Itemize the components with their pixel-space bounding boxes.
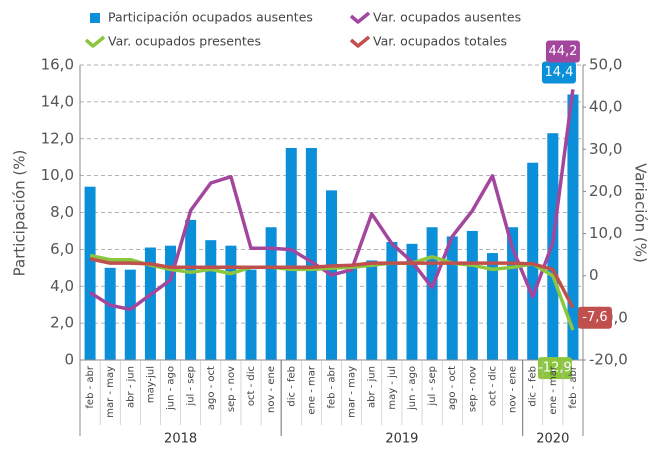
x-tick-label: jun - ago	[407, 366, 418, 411]
value-label: 44,2	[548, 44, 577, 59]
group-label: 2019	[385, 432, 418, 447]
y-tick-label: 10,0	[41, 166, 74, 184]
x-tick-label: sep - nov	[226, 366, 237, 412]
x-tick-label: jul - sep	[427, 366, 438, 407]
x-tick-label: nov - ene	[266, 366, 277, 413]
value-label-box	[541, 61, 576, 84]
line-series	[89, 257, 575, 309]
y-tick-label: 4,0	[50, 277, 74, 295]
y2-tick-label: 0	[589, 266, 599, 284]
bar	[366, 260, 378, 360]
x-tick-label: sep - nov	[467, 366, 478, 412]
bar	[466, 230, 478, 360]
legend-label: Participación ocupados ausentes	[108, 10, 313, 25]
bar	[245, 269, 257, 360]
y2-tick-label: 50,0	[589, 56, 622, 74]
value-label: -7,6	[582, 310, 607, 325]
x-tick-label: dic - feb	[286, 366, 297, 407]
x-tick-label: mar - may	[105, 366, 116, 418]
bar	[346, 267, 358, 360]
x-tick-label: abr - jun	[367, 366, 378, 408]
group-label: 2018	[164, 432, 197, 447]
x-tick-label: ago - oct	[447, 366, 458, 410]
y-tick-label: 2,0	[50, 314, 74, 332]
bar	[144, 247, 156, 360]
bar	[205, 240, 217, 360]
bar	[265, 227, 277, 360]
y2-tick-label: 40,0	[589, 98, 622, 116]
value-label: -12,9	[538, 361, 572, 376]
legend-label: Var. ocupados presentes	[108, 34, 261, 49]
bar	[225, 245, 237, 360]
x-tick-label: oct - dic	[246, 366, 257, 406]
value-label-box	[537, 357, 572, 380]
y2-axis-title: Variación (%)	[632, 163, 650, 263]
y-tick-label: 0	[64, 351, 74, 369]
x-tick-label: may-jul	[145, 366, 156, 403]
y2-tick-label: 30,0	[589, 140, 622, 158]
bar	[285, 147, 297, 360]
x-tick-label: jul - sep	[186, 366, 197, 407]
bar	[446, 236, 458, 360]
legend-label: Var. ocupados ausentes	[373, 10, 521, 25]
bar	[124, 269, 136, 360]
y-tick-label: 12,0	[41, 129, 74, 147]
x-tick-label: feb - abr	[327, 365, 338, 408]
line-series	[89, 253, 575, 331]
bar	[527, 162, 539, 360]
group-label: 2020	[536, 432, 569, 447]
y-tick-label: 8,0	[50, 203, 74, 221]
bar	[567, 94, 579, 360]
legend-swatch	[349, 11, 371, 24]
bar	[165, 245, 177, 360]
y2-tick-label: 20,0	[589, 182, 622, 200]
x-tick-label: dic - feb	[528, 366, 539, 407]
y2-tick-label: -20,0	[589, 351, 628, 369]
y-tick-label: 14,0	[41, 92, 74, 110]
x-tick-label: nov - ene	[508, 366, 519, 413]
bar	[426, 227, 438, 360]
bar	[185, 219, 197, 360]
x-tick-label: abr - jun	[125, 366, 136, 408]
x-tick-label: feb - abr	[568, 365, 579, 408]
bar	[486, 253, 498, 360]
value-label: 14,4	[544, 65, 573, 80]
bar	[305, 147, 317, 360]
x-tick-label: ago - oct	[206, 366, 217, 410]
value-label-box	[577, 306, 612, 329]
value-label-box	[545, 40, 580, 63]
bar	[507, 227, 519, 360]
bar	[406, 243, 418, 360]
x-tick-label: mar - may	[347, 366, 358, 418]
y2-tick-label: 10,0	[589, 224, 622, 242]
legend-label: Var. ocupados totales	[373, 34, 507, 49]
x-tick-label: jun - ago	[166, 366, 177, 411]
bar	[386, 242, 398, 360]
y-axis-title: Participación (%)	[11, 150, 29, 277]
bar	[84, 186, 96, 360]
series-layer	[84, 94, 579, 360]
line-series	[89, 89, 575, 312]
legend-swatch	[84, 35, 106, 48]
y-tick-label: 6,0	[50, 240, 74, 258]
bar	[104, 267, 116, 360]
x-tick-label: feb - abr	[85, 365, 96, 408]
legend-swatch	[349, 35, 371, 48]
x-tick-label: may - jul	[387, 366, 398, 410]
legend-swatch	[90, 13, 100, 23]
x-tick-label: ene - mar	[306, 365, 317, 414]
x-tick-label: oct - dic	[487, 366, 498, 406]
x-tick-label: ene - mar	[548, 365, 559, 414]
y-tick-label: 16,0	[41, 56, 74, 74]
